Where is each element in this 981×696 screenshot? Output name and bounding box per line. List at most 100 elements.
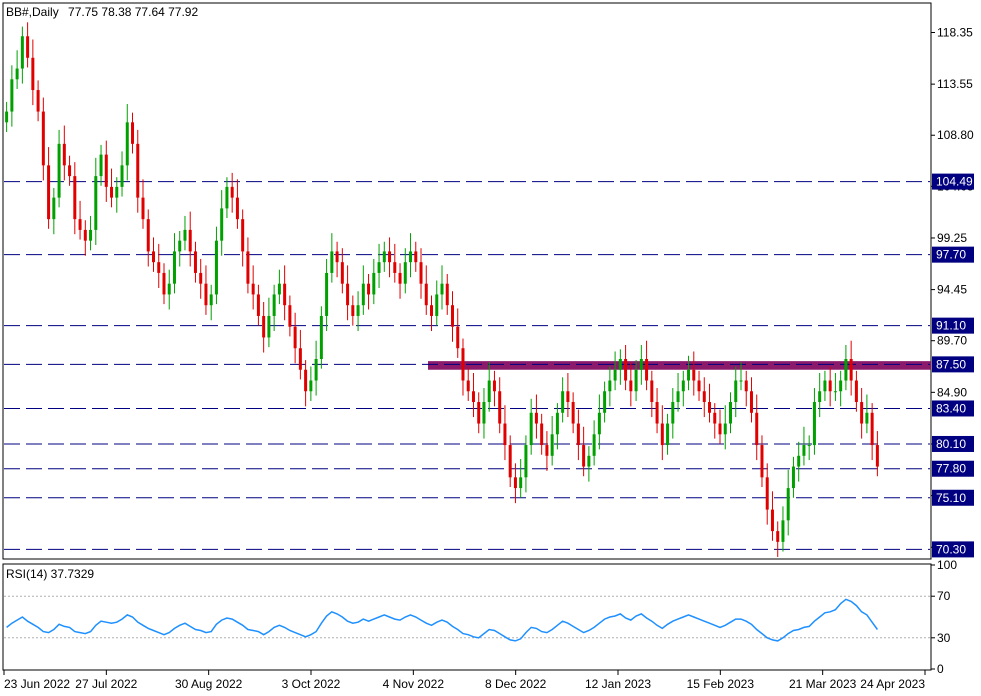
level-label: 104.49: [936, 175, 973, 189]
candle-body: [555, 412, 559, 435]
rsi-tick-label: 0: [937, 662, 944, 676]
candle-body: [833, 391, 837, 393]
price-tick-label: 84.90: [937, 385, 967, 399]
candle-body: [508, 445, 512, 478]
level-label: 70.30: [936, 542, 966, 556]
rsi-tick-label: 100: [937, 558, 957, 572]
candle-body: [734, 380, 738, 403]
price-tick-label: 108.80: [937, 128, 974, 142]
candle-body: [571, 402, 575, 424]
candle-body: [230, 186, 234, 198]
candle-body: [666, 423, 670, 446]
candle-body: [131, 122, 135, 144]
candle-body: [246, 251, 250, 284]
level-label: 91.10: [936, 319, 966, 333]
candle-body: [660, 423, 664, 446]
candle-body: [786, 488, 790, 521]
candle-body: [791, 466, 795, 489]
candle-body: [597, 412, 601, 435]
candle-body: [351, 305, 355, 316]
candle-body: [361, 283, 365, 306]
candle-body: [498, 391, 502, 424]
candle-body: [461, 348, 465, 381]
date-tick-label: 30 Aug 2022: [175, 677, 243, 691]
candle-body: [393, 262, 397, 273]
candle-body: [634, 369, 638, 392]
candle-body: [561, 391, 565, 413]
candle-body: [419, 262, 423, 284]
candle-body: [723, 423, 727, 435]
candle-body: [204, 283, 208, 306]
candle-body: [335, 251, 339, 263]
candle-body: [529, 412, 533, 446]
candle-body: [739, 380, 743, 382]
candle-body: [482, 402, 486, 424]
candle-body: [146, 219, 150, 252]
candle-body: [188, 229, 192, 252]
candle-body: [267, 315, 271, 338]
candle-body: [671, 402, 675, 424]
candle-body: [330, 251, 334, 273]
candle-body: [592, 434, 596, 456]
candle-body: [812, 402, 816, 446]
candle-body: [277, 283, 281, 295]
candle-body: [151, 251, 155, 263]
candle-body: [31, 57, 35, 91]
candle-body: [99, 154, 103, 177]
candle-body: [89, 229, 93, 241]
rsi-tick-label: 30: [937, 631, 951, 645]
candle-body: [844, 358, 848, 381]
candle-body: [356, 305, 360, 316]
candle-body: [41, 111, 45, 166]
candle-body: [802, 445, 806, 456]
candle-body: [849, 358, 853, 381]
candle-body: [73, 176, 77, 220]
candle-body: [304, 369, 308, 392]
level-label-bg: [932, 317, 974, 334]
candle-body: [340, 262, 344, 284]
candle-body: [172, 251, 176, 284]
level-label: 80.10: [936, 437, 966, 451]
candle-body: [697, 380, 701, 392]
candle-body: [870, 412, 874, 446]
candle-body: [104, 154, 108, 187]
candle-body: [692, 369, 696, 381]
candle-body: [828, 380, 832, 392]
candle-body: [687, 369, 691, 381]
candle-body: [440, 283, 444, 295]
level-label: 75.10: [936, 491, 966, 505]
candle-body: [566, 391, 570, 403]
candle-body: [47, 165, 51, 220]
symbol-name: BB#,Daily: [6, 5, 59, 19]
candle-body: [309, 380, 313, 392]
candle-body: [288, 305, 292, 327]
rsi-line: [6, 598, 879, 642]
date-tick-label: 15 Feb 2023: [687, 677, 755, 691]
price-tick-label: 94.45: [937, 283, 967, 297]
date-tick-label: 21 Mar 2023: [789, 677, 857, 691]
date-tick-label: 27 Jul 2022: [75, 677, 137, 691]
rsi-pane-frame: [2, 563, 932, 671]
candle-body: [78, 219, 82, 230]
level-label-bg: [932, 541, 974, 558]
candle-body: [865, 412, 869, 424]
candle-body: [409, 251, 413, 263]
candle-body: [807, 445, 811, 447]
level-label-bg: [932, 400, 974, 417]
date-tick-label: 12 Jan 2023: [585, 677, 651, 691]
candle-body: [681, 380, 685, 392]
candle-body: [797, 455, 801, 467]
candle-body: [214, 240, 218, 295]
candle-body: [676, 391, 680, 403]
candle-body: [262, 315, 266, 338]
level-label: 97.70: [936, 248, 966, 262]
candle-body: [875, 445, 879, 467]
rsi-title: RSI(14) 37.7329: [6, 567, 94, 581]
candle-body: [20, 36, 24, 69]
candle-body: [298, 348, 302, 370]
candle-body: [702, 391, 706, 403]
candle-body: [466, 380, 470, 392]
candle-body: [167, 283, 171, 295]
candle-body: [15, 68, 19, 80]
candle-body: [256, 294, 260, 316]
